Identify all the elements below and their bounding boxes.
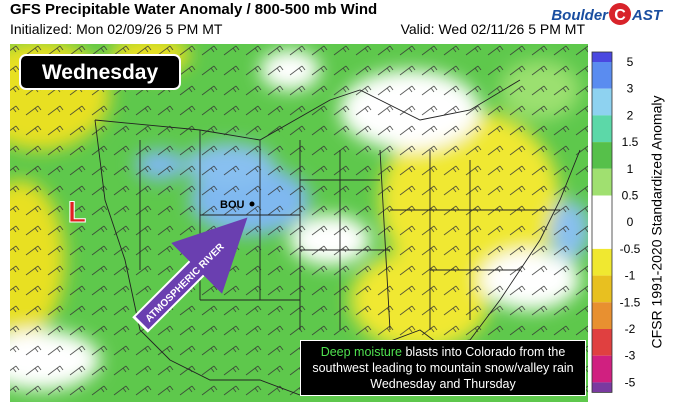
colorbar-tick-label: 3 — [627, 82, 634, 96]
valid: Valid: Wed 02/11/26 5 PM MT — [401, 21, 586, 37]
caption: Deep moisture blasts into Colorado from … — [300, 340, 586, 396]
colorbar-tick-label: -5 — [625, 375, 636, 389]
colorbar-segment — [592, 62, 612, 89]
colorbar-segment — [592, 355, 612, 383]
colorbar-segment — [592, 168, 612, 196]
caption-text: blasts into Colorado from the southwest … — [312, 345, 574, 391]
colorbar: 5 3 2 1.5 1 0.5 0 -0.5 -1 -1.5 -2 -3 -5 — [591, 51, 641, 393]
title: GFS Precipitable Water Anomaly / 800-500… — [10, 1, 377, 18]
colorbar-tick-label: -3 — [625, 349, 636, 363]
colorbar-tick-label: 0 — [627, 215, 634, 229]
colorbar-segment — [592, 195, 612, 223]
colorbar-segment — [592, 222, 612, 249]
colorbar-segment — [592, 302, 612, 329]
logo-letter: C — [614, 7, 626, 24]
colorbar-tick-label: 0.5 — [622, 189, 639, 203]
colorbar-tick-label: 2 — [627, 108, 634, 122]
map: Wednesday L BOU ATMOSPHERIC RIVER — [10, 44, 588, 402]
colorbar-segment — [592, 52, 612, 62]
day-label: Wednesday — [42, 61, 159, 84]
colorbar-segment — [592, 88, 612, 116]
colorbar-segment — [592, 248, 612, 276]
colorbar-tick-label: 1.5 — [622, 135, 639, 149]
colorbar-segment — [592, 382, 612, 393]
caption-highlight: Deep moisture — [320, 345, 402, 359]
colorbar-segment — [592, 329, 612, 356]
logo-right: AST — [631, 7, 664, 24]
colorbar-tick-label: 5 — [627, 55, 634, 69]
colorbar-tick-label: -2 — [625, 322, 636, 336]
colorbar-segment — [592, 275, 612, 303]
station-label: BOU — [220, 199, 245, 211]
colorbar-frame — [591, 51, 613, 393]
colorbar-segment — [592, 142, 612, 169]
colorbar-label: CFSR 1991-2020 Standardized Anomaly — [649, 96, 665, 349]
colorbar-tick-label: 1 — [627, 162, 634, 176]
colorbar-tick-label: -1.5 — [620, 295, 641, 309]
colorbar-segment — [592, 115, 612, 143]
initialized: Initialized: Mon 02/09/26 5 PM MT — [10, 21, 223, 37]
low-label: L — [68, 196, 86, 229]
colorbar-tick-label: -1 — [625, 269, 636, 283]
logo-left: Boulder — [551, 7, 609, 24]
logo-circle — [609, 3, 631, 25]
colorbar-tick-label: -0.5 — [620, 242, 641, 256]
logo: Boulder C AST — [551, 3, 664, 25]
